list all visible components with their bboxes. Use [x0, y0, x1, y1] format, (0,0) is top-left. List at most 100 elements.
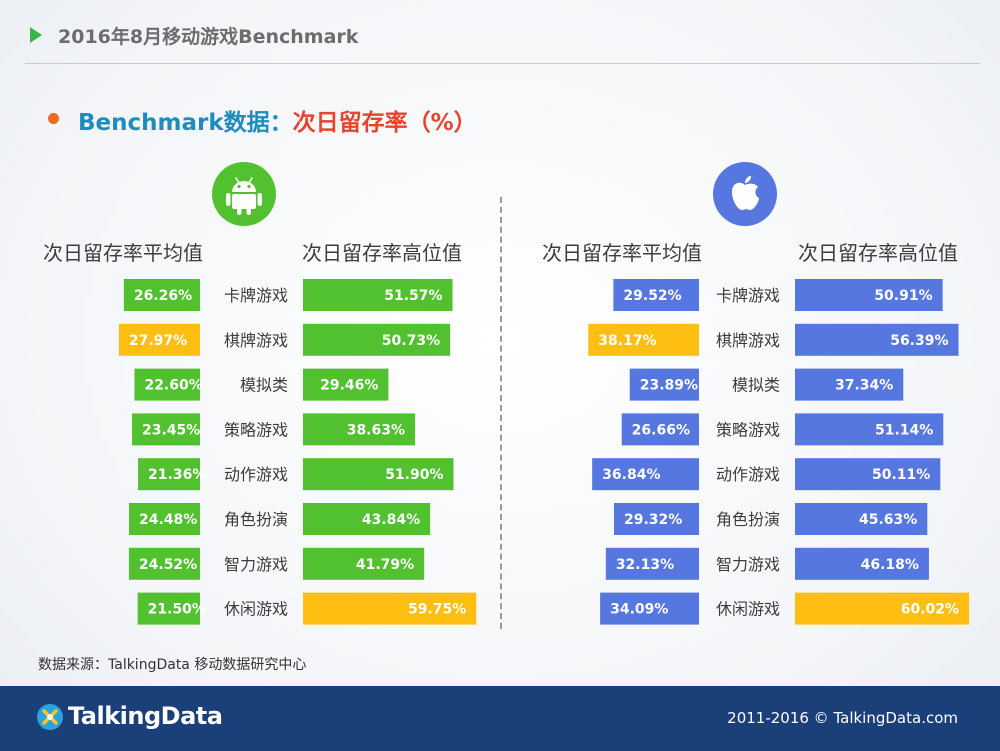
- ios-avg-label-5: 29.32%: [624, 512, 682, 528]
- ios-high-bar-5: [795, 503, 928, 535]
- android-high-bar-4: [303, 458, 454, 491]
- ios-avg-bar-2: [629, 368, 699, 401]
- ios-high-label-2: 37.34%: [835, 378, 893, 394]
- ios-avg-bar-7: [600, 592, 699, 625]
- android-avg-bar-2: [134, 368, 200, 401]
- ios-avg-bar-6: [605, 547, 699, 580]
- subtitle-part2: 次日留存率（%）: [292, 110, 477, 136]
- android-high-label-1: 50.73%: [382, 333, 440, 349]
- android-category-3: 策略游戏: [224, 420, 288, 439]
- android-high-label-7: 59.75%: [408, 602, 466, 618]
- android-avg-label-5: 24.48%: [139, 512, 197, 528]
- ios-avg-label-1: 38.17%: [598, 333, 656, 349]
- ios-avg-label-6: 32.13%: [616, 557, 674, 573]
- ios-avg-label-4: 36.84%: [602, 467, 660, 483]
- ios-category-1: 棋牌游戏: [716, 331, 780, 350]
- android-high-bar-2: [303, 368, 389, 401]
- ios-avg-bar-1: [588, 323, 699, 356]
- ios-category-2: 模拟类: [732, 376, 780, 395]
- ios-avg-label-0: 29.52%: [623, 288, 681, 304]
- ios-high-label-3: 51.14%: [875, 422, 933, 438]
- ios-high-label-6: 46.18%: [861, 557, 919, 573]
- android-category-5: 角色扮演: [224, 510, 288, 529]
- android-avg-bar-0: [123, 279, 200, 311]
- footer-copyright: 2011-2016 © TalkingData.com: [727, 709, 958, 727]
- android-high-header: 次日留存率高位值: [302, 241, 462, 265]
- ios-avg-bar-0: [613, 279, 699, 311]
- android-category-7: 休闲游戏: [224, 600, 288, 619]
- footer-bar: TalkingData 2011-2016 © TalkingData.com: [0, 686, 1000, 751]
- android-category-4: 动作游戏: [224, 465, 288, 484]
- ios-avg-bar-5: [613, 503, 699, 535]
- ios-category-6: 智力游戏: [716, 555, 780, 574]
- android-high-label-4: 51.90%: [385, 467, 443, 483]
- talkingdata-logo-icon: [37, 704, 63, 730]
- android-category-1: 棋牌游戏: [224, 331, 288, 350]
- ios-category-0: 卡牌游戏: [716, 286, 780, 305]
- android-high-label-0: 51.57%: [384, 288, 442, 304]
- android-avg-bar-1: [118, 323, 200, 356]
- header-arrow-icon: [30, 27, 42, 43]
- ios-avg-label-3: 26.66%: [632, 422, 690, 438]
- android-avg-bar-7: [137, 592, 200, 625]
- android-avg-label-6: 24.52%: [139, 557, 197, 573]
- android-category-6: 智力游戏: [224, 555, 288, 574]
- ios-high-label-4: 50.11%: [872, 467, 930, 483]
- data-source: 数据来源：TalkingData 移动数据研究中心: [38, 657, 307, 673]
- ios-avg-bar-3: [621, 413, 699, 446]
- ios-high-label-0: 50.91%: [874, 288, 932, 304]
- header-divider: [25, 63, 980, 64]
- android-avg-bar-3: [131, 413, 200, 446]
- android-avg-header: 次日留存率平均值: [43, 241, 203, 265]
- ios-avg-label-7: 34.09%: [610, 602, 668, 618]
- ios-category-7: 休闲游戏: [716, 600, 780, 619]
- android-high-bar-1: [303, 323, 451, 356]
- android-avg-bar-5: [129, 503, 200, 535]
- android-high-label-3: 38.63%: [347, 422, 405, 438]
- ios-high-bar-4: [795, 458, 941, 491]
- android-high-label-2: 29.46%: [320, 378, 378, 394]
- android-avg-label-0: 26.26%: [134, 288, 192, 304]
- android-icon: [212, 162, 276, 226]
- panel-divider: [500, 197, 502, 629]
- ios-avg-label-2: 23.89%: [640, 378, 698, 394]
- android-high-bar-6: [303, 547, 425, 580]
- android-avg-bar-6: [128, 547, 200, 580]
- ios-high-bar-7: [795, 592, 970, 625]
- ios-category-3: 策略游戏: [716, 420, 780, 439]
- ios-high-header: 次日留存率高位值: [798, 241, 958, 265]
- ios-high-bar-3: [795, 413, 944, 446]
- chart-subtitle: Benchmark数据：次日留存率（%）: [78, 103, 477, 137]
- android-high-label-5: 43.84%: [362, 512, 420, 528]
- android-high-bar-7: [303, 592, 477, 625]
- android-avg-label-3: 23.45%: [142, 422, 200, 438]
- android-avg-label-4: 21.36%: [148, 467, 206, 483]
- bullet-dot-icon: [48, 113, 59, 124]
- android-category-2: 模拟类: [240, 376, 288, 395]
- ios-category-4: 动作游戏: [716, 465, 780, 484]
- ios-avg-bar-4: [592, 458, 699, 491]
- ios-avg-header: 次日留存率平均值: [542, 241, 702, 265]
- android-high-label-6: 41.79%: [356, 557, 414, 573]
- ios-high-label-5: 45.63%: [859, 512, 917, 528]
- android-avg-label-1: 27.97%: [129, 333, 187, 349]
- android-high-bar-3: [303, 413, 416, 446]
- android-category-0: 卡牌游戏: [224, 286, 288, 305]
- ios-high-bar-0: [795, 279, 943, 311]
- ios-high-bar-2: [795, 368, 904, 401]
- android-high-bar-5: [303, 503, 431, 535]
- android-avg-label-2: 22.60%: [144, 378, 202, 394]
- ios-high-label-7: 60.02%: [901, 602, 959, 618]
- ios-high-bar-1: [795, 323, 959, 356]
- ios-high-label-1: 56.39%: [890, 333, 948, 349]
- apple-icon: [713, 162, 777, 226]
- header-title: 2016年8月移动游戏Benchmark: [58, 26, 359, 48]
- android-avg-label-7: 21.50%: [148, 602, 206, 618]
- subtitle-part1: Benchmark数据：: [78, 110, 293, 136]
- ios-category-5: 角色扮演: [716, 510, 780, 529]
- android-high-bar-0: [303, 279, 453, 311]
- ios-high-bar-6: [795, 547, 929, 580]
- android-avg-bar-4: [138, 458, 200, 491]
- footer-logo-text: TalkingData: [68, 702, 223, 730]
